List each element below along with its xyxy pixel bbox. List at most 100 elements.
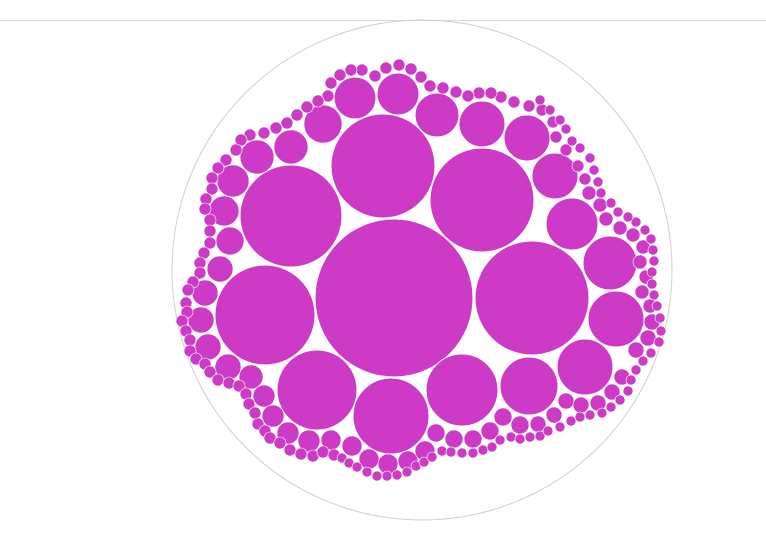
pack-node	[211, 373, 225, 387]
pack-node	[404, 62, 418, 76]
pack-node	[622, 385, 634, 397]
pack-node	[639, 224, 651, 236]
pack-node	[203, 365, 217, 379]
pack-node	[361, 466, 373, 478]
pack-node	[355, 63, 369, 77]
pack-node	[566, 135, 578, 147]
pack-node	[582, 235, 638, 291]
top-divider	[0, 20, 766, 21]
pack-node	[647, 244, 659, 256]
pack-node	[203, 236, 217, 250]
pack-node	[510, 415, 530, 435]
pack-node	[524, 431, 536, 443]
pack-node	[280, 116, 294, 130]
pack-node	[499, 356, 559, 416]
pack-node	[554, 114, 566, 126]
pack-node	[625, 227, 641, 243]
pack-node	[273, 436, 287, 450]
pack-node	[534, 430, 546, 442]
pack-node	[645, 233, 657, 245]
pack-node	[273, 129, 309, 165]
pack-node	[303, 104, 343, 144]
pack-node	[654, 312, 666, 324]
pack-node	[379, 61, 393, 75]
pack-node	[494, 434, 506, 446]
pack-node	[181, 283, 195, 297]
pack-node	[572, 396, 590, 414]
pack-node	[269, 121, 283, 135]
pack-node	[545, 197, 599, 251]
pack-node	[239, 139, 275, 175]
pack-node	[467, 447, 479, 459]
pack-node	[436, 445, 448, 457]
pack-node	[330, 113, 436, 219]
pack-node	[559, 143, 573, 157]
enclosing-circle	[171, 19, 673, 521]
pack-node	[584, 409, 596, 421]
pack-node	[653, 336, 665, 348]
pack-node	[425, 353, 499, 427]
pack-node	[655, 325, 667, 337]
pack-node	[444, 429, 464, 449]
pack-node	[193, 266, 207, 280]
pack-node	[484, 86, 498, 100]
pack-node	[578, 172, 592, 186]
pack-node	[344, 63, 358, 77]
pack-node	[605, 401, 617, 413]
pack-node	[381, 470, 393, 482]
pack-node	[376, 72, 420, 116]
pack-node	[630, 216, 642, 228]
pack-node	[648, 255, 660, 267]
pack-node	[401, 466, 413, 478]
pack-node	[314, 218, 474, 378]
pack-node	[426, 423, 446, 443]
pack-node	[634, 284, 650, 300]
pack-node	[486, 441, 498, 453]
pack-node	[651, 300, 663, 312]
pack-node	[584, 152, 596, 164]
pack-node	[242, 397, 256, 411]
pack-node	[458, 100, 506, 148]
pack-node	[211, 161, 225, 175]
pack-node	[598, 211, 614, 227]
pack-node	[263, 431, 277, 445]
pack-node	[391, 469, 403, 481]
pack-nodes	[175, 58, 667, 482]
pack-node	[449, 85, 463, 99]
pack-node	[290, 108, 304, 122]
pack-node	[592, 197, 608, 213]
pack-node	[630, 364, 642, 376]
pack-node	[392, 58, 406, 72]
pack-node	[493, 407, 513, 427]
pack-node	[423, 79, 437, 93]
pack-node	[418, 456, 430, 468]
pack-node	[414, 70, 428, 84]
pack-node	[560, 123, 572, 135]
pack-node	[445, 446, 457, 458]
pack-node	[612, 206, 624, 218]
pack-node	[257, 126, 271, 140]
pack-node	[341, 435, 363, 457]
pack-node	[646, 266, 658, 278]
pack-node	[480, 421, 500, 441]
pack-node	[587, 290, 645, 348]
pack-node	[588, 164, 600, 176]
pack-node	[574, 411, 586, 423]
pack-node	[565, 415, 577, 427]
pack-node	[324, 76, 338, 90]
pack-node	[472, 86, 486, 100]
pack-node	[542, 425, 554, 437]
pack-node	[333, 76, 377, 120]
pack-node	[461, 89, 475, 103]
pack-node	[648, 289, 660, 301]
pack-node	[605, 197, 617, 209]
pack-node	[603, 383, 621, 401]
pack-node	[595, 187, 607, 199]
pack-node	[414, 92, 460, 138]
pack-node	[531, 152, 579, 200]
pack-node	[352, 377, 430, 455]
pack-node	[503, 114, 551, 162]
pack-node	[571, 159, 585, 173]
